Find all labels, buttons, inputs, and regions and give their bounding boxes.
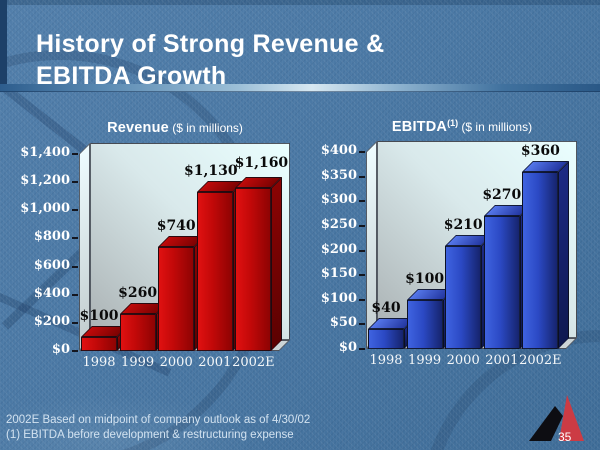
y-axis-label: $0: [51, 342, 70, 357]
top-edge-streak: [0, 0, 600, 5]
bar-2000: [158, 246, 195, 351]
page-title: History of Strong Revenue & EBITDA Growth: [36, 28, 384, 92]
chart-title: Revenue ($ in millions): [55, 120, 295, 136]
header-accent-strip: [0, 0, 7, 84]
bar-1999: [406, 299, 443, 349]
chart-side-wall: [366, 141, 377, 349]
bar-value-label: $740: [156, 217, 196, 234]
company-logo: [526, 393, 586, 448]
y-axis-tick: [359, 249, 365, 252]
y-axis-tick: [359, 151, 365, 153]
bar-value-label: $100: [405, 270, 445, 287]
bar-2002E: [522, 171, 559, 349]
header-divider: [0, 84, 600, 92]
y-axis-label: $150: [320, 266, 357, 282]
bar-2001: [196, 191, 233, 351]
x-axis-label: 1999: [408, 353, 442, 368]
chart-title-text: EBITDA: [391, 119, 448, 135]
y-axis-tick: [359, 274, 365, 277]
y-axis-tick: [359, 298, 365, 301]
y-axis-label: $300: [320, 192, 357, 208]
y-axis-label: $400: [33, 285, 70, 301]
y-axis-tick: [72, 153, 78, 155]
bar-2001: [483, 216, 520, 349]
bar-value-label: $1,160: [234, 154, 289, 171]
bar-value-label: $270: [482, 187, 522, 204]
y-axis-label: $350: [320, 167, 357, 183]
chart-title-superscript: (1): [447, 118, 459, 128]
chart-title: EBITDA(1) ($ in millions): [342, 118, 582, 135]
y-axis-label: $100: [320, 290, 357, 306]
x-axis-label: 2001: [485, 353, 519, 368]
y-axis-label: $200: [320, 241, 357, 257]
y-axis-label: $600: [33, 257, 70, 273]
x-axis-label: 2000: [159, 355, 193, 370]
x-axis-label: 2000: [446, 353, 480, 368]
y-axis-tick: [72, 293, 78, 296]
bar-value-label: $40: [371, 300, 401, 317]
bar-2000: [445, 245, 482, 349]
y-axis-tick: [72, 350, 78, 352]
bar-side-face: [558, 160, 570, 349]
page-title-line1: History of Strong Revenue &: [36, 29, 385, 58]
chart-subtitle: ($ in millions): [168, 121, 243, 135]
footnote-ebitda: (1) EBITDA before development & restruct…: [6, 429, 294, 441]
y-axis-label: $1,200: [20, 173, 70, 189]
bar-value-label: $100: [79, 307, 119, 324]
mountain-logo-icon: [529, 395, 584, 441]
y-axis-tick: [359, 348, 365, 350]
y-axis-label: $200: [33, 313, 70, 329]
bar-2002E: [235, 187, 272, 351]
y-axis-tick: [359, 224, 365, 227]
x-axis-label: 2002E: [519, 353, 562, 368]
y-axis-tick: [72, 321, 78, 324]
y-axis-label: $800: [33, 229, 70, 245]
y-axis-tick: [72, 209, 78, 212]
y-axis-tick: [359, 175, 365, 178]
footnotes: 2002E Based on midpoint of company outlo…: [6, 413, 310, 443]
bar-value-label: $260: [118, 285, 158, 302]
y-axis-label: $0: [338, 340, 357, 355]
y-axis-tick: [359, 200, 365, 203]
x-axis-label: 2002E: [232, 355, 275, 370]
bar-value-label: $1,130: [184, 162, 238, 179]
logo-left-limb: [529, 406, 563, 441]
background-glow: [0, 395, 260, 450]
chart-title-text: Revenue: [107, 120, 169, 136]
page-number: 35: [558, 430, 572, 444]
y-axis-tick: [72, 181, 78, 184]
y-axis-tick: [72, 237, 78, 240]
logo-right-limb: [559, 395, 584, 441]
y-axis-label: $250: [320, 216, 357, 232]
bar-1999: [119, 314, 156, 351]
bar-1998: [81, 336, 117, 351]
x-axis-label: 1998: [369, 353, 403, 368]
chart-subtitle: ($ in millions): [458, 120, 533, 134]
y-axis-tick: [72, 265, 78, 268]
y-axis-tick: [359, 323, 365, 326]
x-axis-label: 1999: [121, 355, 155, 370]
y-axis-label: $50: [329, 315, 357, 331]
bar-value-label: $360: [520, 142, 560, 159]
x-axis-label: 2001: [198, 355, 232, 370]
y-axis-label: $1,000: [20, 201, 70, 217]
y-axis-label: $1,400: [20, 145, 70, 160]
footnote-2002e: 2002E Based on midpoint of company outlo…: [6, 414, 311, 426]
bar-side-face: [271, 176, 283, 351]
bar-value-label: $210: [443, 216, 483, 233]
y-axis-label: $400: [320, 143, 357, 158]
x-axis-label: 1998: [82, 355, 116, 370]
bar-1998: [368, 329, 404, 349]
